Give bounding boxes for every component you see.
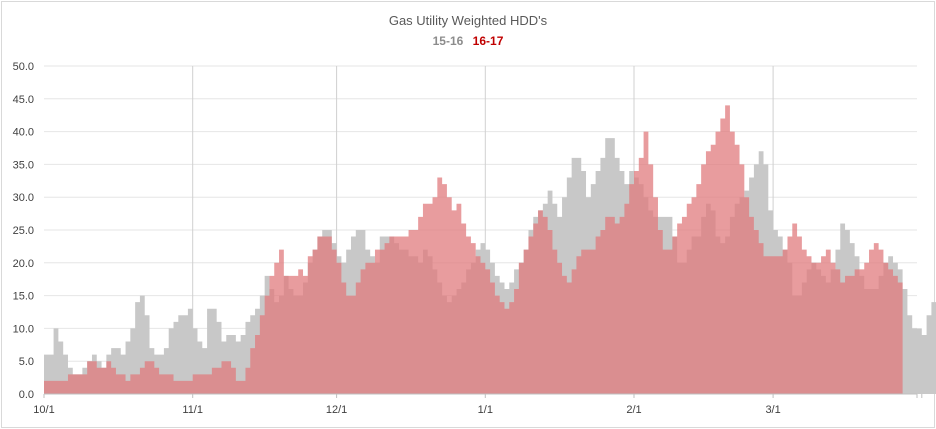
y-tick-labels: 0.0 5.0 10.0 15.0 20.0 25.0 30.0 35.0 40.0 45.0 50… xyxy=(13,61,34,401)
y-tick-label: 35.0 xyxy=(13,159,34,171)
legend-item-16-17: 16-17 xyxy=(472,34,504,48)
y-tick-label: 40.0 xyxy=(13,127,34,139)
legend-item-15-16: 15-16 xyxy=(432,34,464,48)
x-tick-label: 3/1 xyxy=(765,404,780,416)
x-tick-label: 2/1 xyxy=(626,404,641,416)
axis-layer xyxy=(43,393,923,398)
series-area-16-17 xyxy=(44,105,903,395)
x-tick-label: 10/1 xyxy=(33,404,54,416)
y-tick-label: 5.0 xyxy=(19,356,34,368)
y-tick-label: 50.0 xyxy=(13,61,34,73)
y-tick-label: 0.0 xyxy=(19,389,34,401)
y-tick-label: 30.0 xyxy=(13,192,34,204)
y-tick-label: 45.0 xyxy=(13,94,34,106)
chart-title: Gas Utility Weighted HDD's xyxy=(388,13,548,28)
x-tick-label: 11/1 xyxy=(182,404,203,416)
legend: 15-16 16-17 xyxy=(0,34,936,48)
series-layer xyxy=(44,105,936,395)
y-tick-label: 10.0 xyxy=(13,323,34,335)
x-tick-labels: 10/1 11/1 12/1 1/1 2/1 3/1 xyxy=(33,404,780,416)
y-tick-label: 20.0 xyxy=(13,258,34,270)
y-tick-label: 15.0 xyxy=(13,291,34,303)
x-tick-label: 12/1 xyxy=(326,404,347,416)
y-tick-label: 25.0 xyxy=(13,225,34,237)
x-tick-label: 1/1 xyxy=(478,404,493,416)
